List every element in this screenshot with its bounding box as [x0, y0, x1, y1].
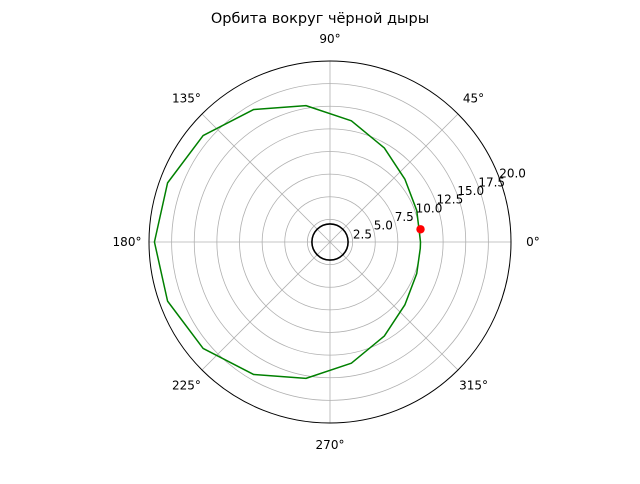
r-gridline — [261, 173, 399, 311]
chart-title: Орбита вокруг чёрной дыры — [211, 11, 429, 27]
r-tick-label: 12.5 — [437, 193, 464, 207]
position-marker — [416, 225, 425, 234]
r-gridline — [171, 83, 489, 401]
theta-tick-label: 270° — [316, 438, 345, 452]
theta-tick-label: 90° — [319, 32, 340, 46]
theta-tick-label: 135° — [172, 91, 201, 105]
r-gridline — [306, 218, 354, 266]
polar-spine — [148, 60, 512, 424]
theta-tick-label: 0° — [526, 235, 540, 249]
r-tick-label: 20.0 — [499, 167, 526, 181]
r-tick-label: 7.5 — [395, 210, 414, 224]
r-gridline — [193, 105, 467, 379]
r-tick-label: 2.5 — [353, 227, 372, 241]
r-gridline — [284, 196, 376, 288]
event-horizon-circle — [311, 223, 349, 261]
orbit-line — [153, 104, 422, 380]
r-gridline — [216, 128, 444, 356]
r-tick-label: 17.5 — [478, 175, 505, 189]
r-tick-label: 5.0 — [374, 219, 393, 233]
theta-tick-label: 315° — [459, 379, 488, 393]
r-tick-label: 10.0 — [416, 201, 443, 215]
theta-tick-label: 45° — [463, 91, 484, 105]
r-tick-label: 15.0 — [457, 184, 484, 198]
theta-tick-label: 225° — [172, 379, 201, 393]
theta-tick-label: 180° — [113, 235, 142, 249]
